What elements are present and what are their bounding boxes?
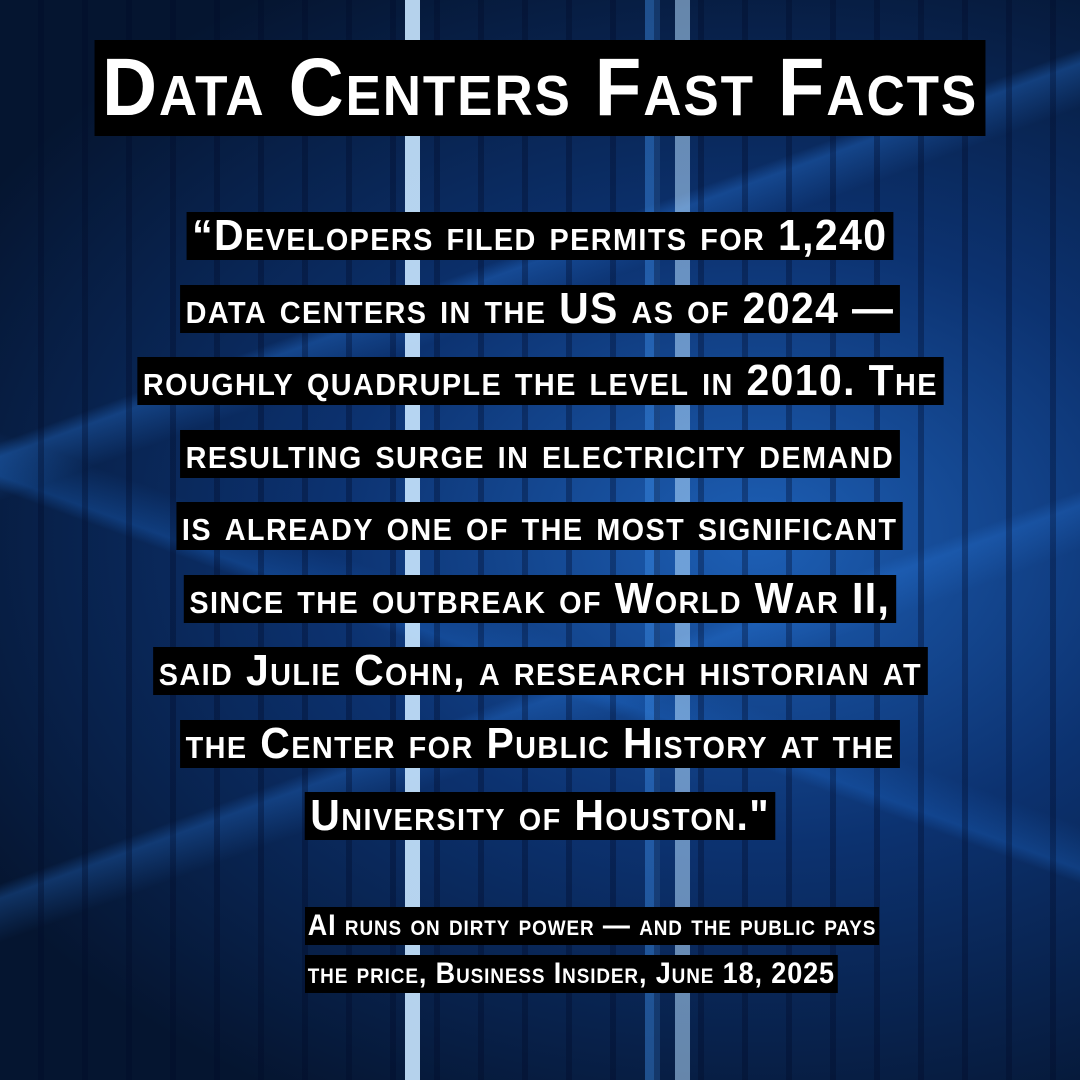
title: Data Centers Fast Facts [0,40,1080,136]
quote-line: “Developers filed permits for 1,240 [186,212,894,260]
quote-line: data centers in the US as of 2024 — [180,284,900,333]
quote-block: “Developers filed permits for 1,240 data… [0,212,1080,865]
quote-line: resulting surge in electricity demand [180,429,900,478]
citation: AI runs on dirty power — and the public … [305,907,1005,1003]
quote-line: University of Houston." [304,792,776,840]
citation-line: AI runs on dirty power — and the public … [305,907,879,945]
title-text: Data Centers Fast Facts [94,40,986,136]
quote-line: roughly quadruple the level in 2010. The [136,357,944,405]
quote-line: the Center for Public History at the [180,719,900,768]
quote-line: is already one of the most significant [176,502,904,550]
quote-line: said Julie Cohn, a research historian at [152,647,928,695]
citation-line: the price, Business Insider, June 18, 20… [305,955,838,993]
quote-line: since the outbreak of World War II, [183,574,897,623]
